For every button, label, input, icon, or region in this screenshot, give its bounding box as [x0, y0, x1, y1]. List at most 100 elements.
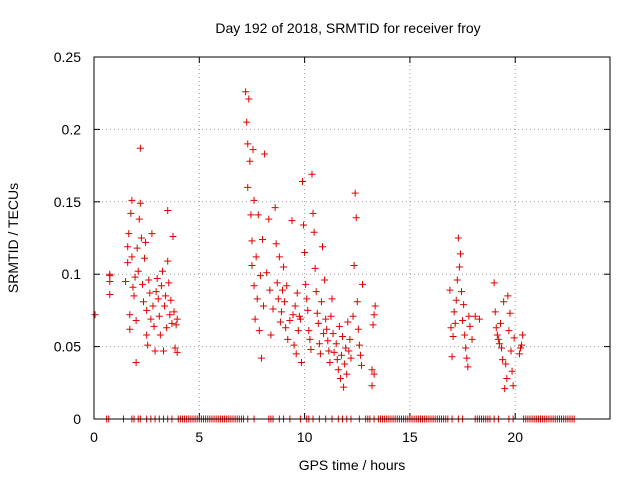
data-point [299, 178, 307, 186]
data-point [256, 272, 264, 280]
data-point [250, 282, 258, 290]
data-point [496, 319, 504, 327]
data-point [166, 311, 174, 319]
data-point [368, 382, 376, 390]
x-tick-label: 0 [90, 429, 98, 445]
data-point [165, 279, 173, 287]
data-point [510, 334, 518, 342]
data-point [316, 350, 324, 358]
data-point [475, 315, 483, 323]
data-point [466, 322, 474, 330]
axis-ticks [93, 56, 610, 420]
data-point [355, 341, 363, 349]
data-point [271, 204, 279, 212]
data-point [143, 306, 151, 314]
data-point [242, 88, 250, 96]
data-point [509, 382, 517, 390]
data-point [447, 324, 455, 332]
data-point [249, 146, 257, 154]
data-point [257, 354, 265, 362]
data-point [309, 209, 317, 217]
data-point [310, 228, 318, 236]
chart-title: Day 192 of 2018, SRMTID for receiver fro… [215, 20, 480, 36]
data-point [519, 331, 527, 339]
data-point [261, 150, 269, 158]
data-point [325, 347, 333, 355]
data-point [293, 289, 301, 297]
data-point [248, 262, 256, 270]
data-point [295, 312, 303, 320]
data-point [326, 359, 334, 367]
data-point [502, 360, 510, 368]
data-point [255, 327, 263, 335]
data-point [288, 217, 296, 225]
data-point [453, 276, 461, 284]
data-point [283, 282, 291, 290]
data-point [157, 282, 165, 290]
data-point [156, 331, 164, 339]
data-point [490, 279, 498, 287]
data-point [128, 253, 136, 261]
data-point [493, 331, 501, 339]
data-point [164, 257, 172, 265]
data-point [145, 276, 153, 284]
data-point [304, 306, 312, 314]
data-point [311, 264, 319, 272]
data-point [506, 309, 514, 317]
data-point [251, 315, 259, 323]
data-point [339, 332, 347, 340]
data-point [130, 292, 138, 300]
data-point [501, 385, 509, 393]
data-point [499, 356, 507, 364]
data-point [516, 344, 524, 352]
data-point [150, 322, 158, 330]
data-point [260, 302, 268, 310]
data-point [302, 280, 310, 288]
data-point [353, 298, 361, 306]
data-point [128, 196, 136, 204]
data-point [137, 234, 145, 242]
data-point [169, 233, 177, 241]
data-point [172, 321, 180, 329]
data-point [301, 248, 309, 256]
data-point [323, 325, 331, 333]
data-point [139, 298, 147, 306]
data-point [273, 279, 281, 287]
data-point [141, 254, 149, 262]
data-point [332, 340, 340, 348]
y-tick-label: 0.2 [62, 121, 82, 137]
data-point [515, 350, 523, 358]
data-point [280, 263, 288, 271]
data-point [335, 322, 343, 330]
data-point [336, 374, 344, 382]
data-point [347, 354, 355, 362]
data-point [321, 276, 329, 284]
data-point [462, 344, 470, 352]
data-point [461, 331, 469, 339]
data-point [464, 363, 472, 371]
data-point [352, 214, 360, 222]
data-point [328, 295, 336, 303]
data-point [106, 270, 114, 278]
data-point [297, 359, 305, 367]
data-point [452, 296, 460, 304]
y-tick-label: 0.15 [54, 194, 81, 210]
data-point [346, 335, 354, 343]
data-point [126, 311, 134, 319]
y-tick-label: 0.25 [54, 49, 81, 65]
data-point [142, 238, 150, 246]
data-point [269, 305, 277, 313]
data-point [312, 288, 320, 296]
data-point [244, 183, 252, 191]
data-point [154, 295, 162, 303]
data-point [508, 367, 516, 375]
y-tick-label: 0.05 [54, 339, 81, 355]
data-point [132, 359, 140, 367]
data-point [252, 253, 260, 261]
data-point [136, 144, 144, 152]
data-point [170, 308, 178, 316]
data-point [292, 350, 300, 358]
data-point [106, 290, 114, 298]
data-point [289, 311, 297, 319]
data-point [243, 118, 251, 126]
